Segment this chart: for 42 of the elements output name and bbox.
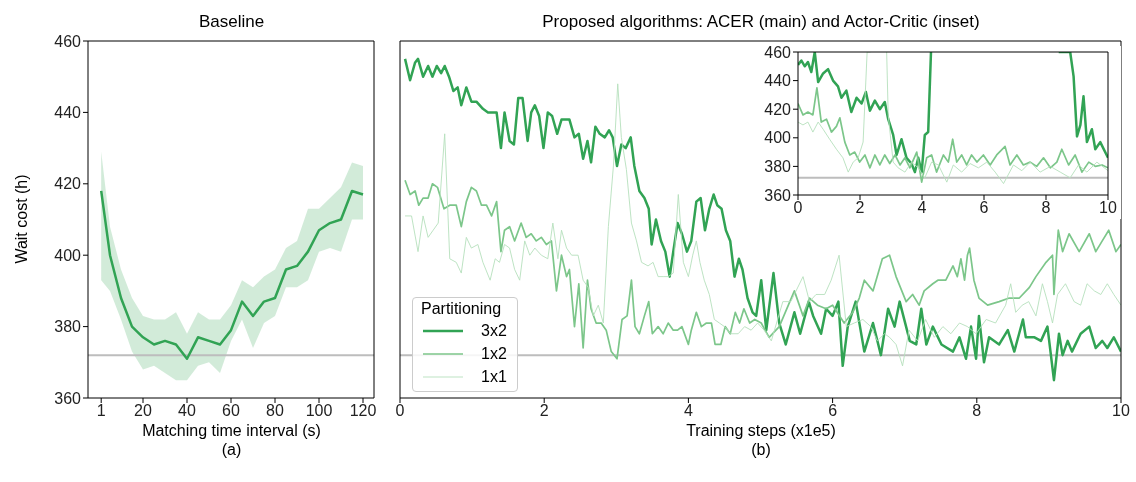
y-tick-label: 420 xyxy=(54,175,82,193)
y-tick-label: 380 xyxy=(764,158,792,176)
legend-label: 1x2 xyxy=(481,344,507,363)
x-tick-label: 2 xyxy=(539,402,549,420)
legend-label: 3x2 xyxy=(481,321,507,340)
x-tick-label: 4 xyxy=(917,199,927,217)
x-axis-title: Matching time interval (s) xyxy=(141,422,322,440)
y-tick-label: 440 xyxy=(764,72,792,90)
y-tick-label: 460 xyxy=(764,43,792,61)
x-tick-label: 80 xyxy=(266,402,284,420)
x-tick-label: 6 xyxy=(828,402,838,420)
x-tick-label: 20 xyxy=(134,402,152,420)
x-tick-label: 10 xyxy=(1099,199,1117,217)
chart-title: Proposed algorithms: ACER (main) and Actor-Critic (inset) xyxy=(541,12,981,32)
x-tick-label: 0 xyxy=(395,402,405,420)
x-axis-title: Training steps (x1e5) xyxy=(685,422,837,440)
x-tick-label: 10 xyxy=(1112,402,1130,420)
x-tick-label: 100 xyxy=(305,402,333,420)
x-tick-label: 8 xyxy=(1041,199,1051,217)
x-tick-label: 6 xyxy=(979,199,989,217)
text: (a) xyxy=(220,441,243,459)
x-tick-label: 60 xyxy=(222,402,240,420)
y-tick-label: 400 xyxy=(54,246,82,264)
text: (b) xyxy=(750,441,772,459)
legend-label: 1x1 xyxy=(481,367,507,386)
legend-title: Partitioning xyxy=(421,300,503,318)
y-axis-title: Wait cost (h) xyxy=(13,174,31,264)
y-tick-label: 400 xyxy=(764,129,792,147)
chart-title: Baseline xyxy=(197,12,266,32)
y-tick-label: 460 xyxy=(54,32,82,50)
y-tick-label: 360 xyxy=(764,186,792,204)
x-tick-label: 2 xyxy=(855,199,865,217)
x-tick-label: 40 xyxy=(178,402,196,420)
y-tick-label: 440 xyxy=(54,104,82,122)
x-tick-label: 4 xyxy=(683,402,693,420)
y-tick-label: 420 xyxy=(764,100,792,118)
y-tick-label: 360 xyxy=(54,389,82,407)
x-tick-label: 120 xyxy=(349,402,377,420)
x-tick-label: 1 xyxy=(96,402,106,420)
x-tick-label: 0 xyxy=(793,199,803,217)
x-tick-label: 8 xyxy=(972,402,982,420)
y-tick-label: 380 xyxy=(54,318,82,336)
